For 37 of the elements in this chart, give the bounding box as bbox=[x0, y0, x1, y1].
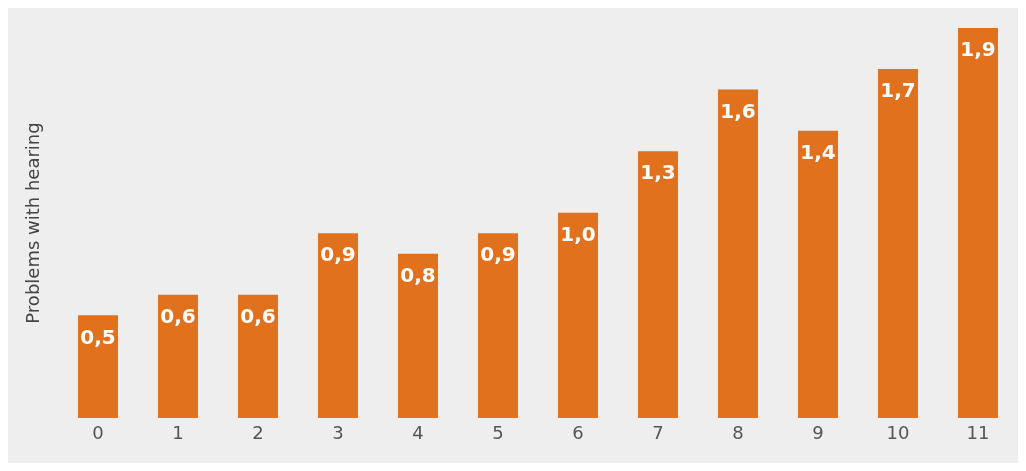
x-tick-label: 6 bbox=[572, 421, 584, 443]
x-tick-label: 0 bbox=[92, 421, 104, 443]
x-tick-label: 4 bbox=[412, 421, 424, 443]
bar bbox=[78, 315, 118, 418]
x-tick-label: 3 bbox=[332, 421, 344, 443]
data-label: 1,3 bbox=[640, 160, 676, 185]
x-tick-label: 7 bbox=[652, 421, 664, 443]
bar bbox=[638, 151, 678, 418]
data-label: 1,9 bbox=[960, 37, 996, 62]
y-axis-title: Problems with hearing bbox=[22, 122, 44, 324]
x-tick-label: 5 bbox=[492, 421, 504, 443]
bar bbox=[158, 294, 198, 418]
bar bbox=[238, 294, 278, 418]
data-label: 0,5 bbox=[80, 324, 116, 349]
bar bbox=[798, 130, 838, 418]
data-label: 1,7 bbox=[880, 78, 916, 103]
data-label: 1,4 bbox=[800, 139, 836, 164]
x-tick-label: 2 bbox=[252, 421, 264, 443]
data-label: 0,6 bbox=[160, 304, 196, 329]
data-label: 0,6 bbox=[240, 304, 276, 329]
bar bbox=[958, 28, 998, 418]
bar bbox=[878, 69, 918, 418]
x-tick-label: 1 bbox=[172, 421, 184, 443]
x-tick-label: 9 bbox=[812, 421, 824, 443]
bar bbox=[318, 233, 358, 418]
bar bbox=[718, 89, 758, 418]
data-label: 0,9 bbox=[480, 242, 516, 267]
data-label: 1,0 bbox=[560, 221, 596, 246]
data-label: 0,9 bbox=[320, 242, 356, 267]
x-tick-label: 11 bbox=[966, 421, 990, 443]
data-label: 1,6 bbox=[720, 98, 756, 123]
data-label: 0,8 bbox=[400, 262, 436, 287]
bar bbox=[478, 233, 518, 418]
x-tick-label: 10 bbox=[886, 421, 910, 443]
bar bbox=[398, 253, 438, 418]
x-tick-label: 8 bbox=[732, 421, 744, 443]
bar bbox=[558, 212, 598, 418]
